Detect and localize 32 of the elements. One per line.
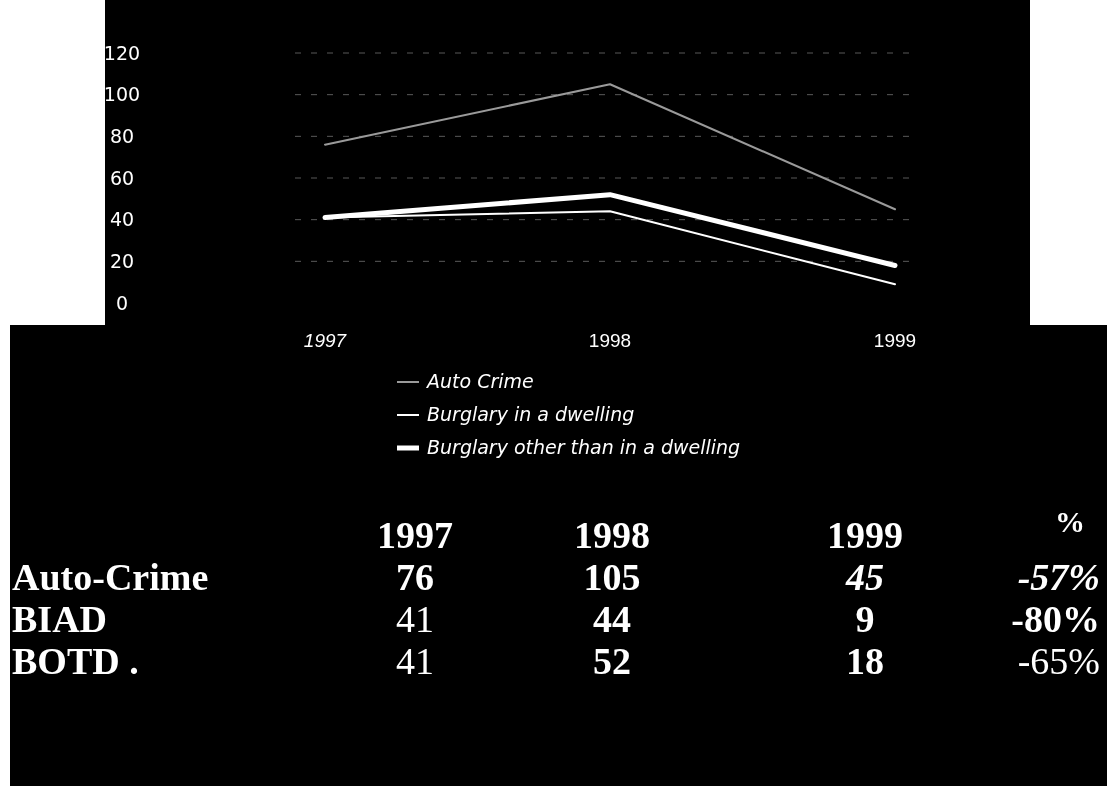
x-tick-label: 1997: [303, 329, 348, 351]
legend-label: Burglary other than in a dwelling: [427, 436, 741, 458]
category-label: 1998: [574, 514, 650, 556]
data-label: 76: [396, 556, 434, 598]
y-tick-label: 0: [115, 291, 129, 314]
text: Auto-Crime: [12, 556, 209, 598]
text: -65%: [1017, 640, 1100, 682]
data-label: 41: [396, 598, 434, 640]
data-label: 52: [593, 640, 631, 682]
data-label: 105: [583, 556, 641, 598]
legend-label: Burglary in a dwelling: [427, 403, 635, 425]
category-label: 1997: [377, 514, 453, 556]
y-tick-label: 120: [103, 41, 141, 64]
data-label: 45: [845, 556, 884, 598]
y-tick-label: 40: [109, 208, 135, 231]
x-tick-label: 1998: [588, 329, 632, 351]
data-label: 41: [396, 640, 434, 682]
text: BOTD .: [12, 640, 139, 682]
data-label: 9: [855, 598, 875, 640]
data-label: 18: [846, 640, 884, 682]
text: %: [1055, 505, 1085, 538]
x-tick-label: 1999: [873, 329, 917, 351]
y-tick-label: 100: [103, 83, 141, 106]
legend-label: Auto Crime: [425, 370, 534, 392]
text: -57%: [1017, 556, 1100, 598]
y-tick-label: 80: [109, 124, 135, 147]
category-label: 1999: [827, 514, 903, 556]
y-tick-label: 60: [109, 166, 135, 189]
y-tick-label: 20: [109, 249, 135, 272]
data-label: 44: [593, 598, 631, 640]
text: BIAD: [12, 598, 108, 640]
text: -80%: [1011, 598, 1100, 640]
